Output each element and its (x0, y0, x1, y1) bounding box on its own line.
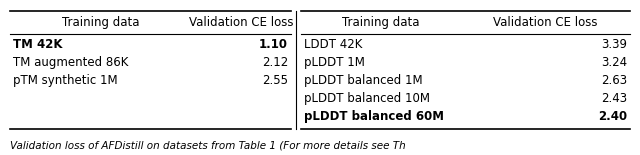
Text: 2.43: 2.43 (601, 92, 627, 105)
Text: Training data: Training data (342, 16, 420, 29)
Text: pLDDT balanced 1M: pLDDT balanced 1M (304, 74, 422, 87)
Text: Validation loss of AFDistill on datasets from Table 1 (For more details see Th: Validation loss of AFDistill on datasets… (10, 141, 405, 151)
Text: TM augmented 86K: TM augmented 86K (13, 56, 128, 69)
Text: 2.55: 2.55 (262, 74, 288, 87)
Text: 3.24: 3.24 (601, 56, 627, 69)
Text: 2.12: 2.12 (262, 56, 288, 69)
Text: LDDT 42K: LDDT 42K (304, 38, 362, 51)
Text: pLDDT balanced 10M: pLDDT balanced 10M (304, 92, 430, 105)
Text: TM 42K: TM 42K (13, 38, 62, 51)
Text: 2.40: 2.40 (598, 110, 627, 123)
Text: 3.39: 3.39 (601, 38, 627, 51)
Text: pTM synthetic 1M: pTM synthetic 1M (13, 74, 117, 87)
Text: Validation CE loss: Validation CE loss (189, 16, 294, 29)
Text: Validation CE loss: Validation CE loss (493, 16, 598, 29)
Text: Training data: Training data (62, 16, 140, 29)
Text: pLDDT 1M: pLDDT 1M (304, 56, 365, 69)
Text: 2.63: 2.63 (601, 74, 627, 87)
Text: 1.10: 1.10 (259, 38, 288, 51)
Text: pLDDT balanced 60M: pLDDT balanced 60M (304, 110, 444, 123)
